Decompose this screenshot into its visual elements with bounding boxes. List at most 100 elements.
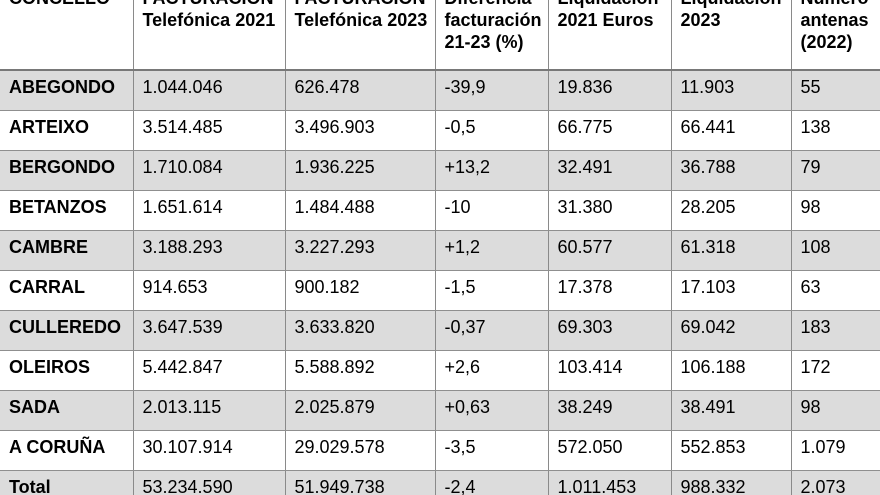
cell-numero-antenas-2022: 2.073 bbox=[790, 470, 880, 495]
cell-liquidacion-2023: 28.205 bbox=[670, 190, 791, 231]
table-header: CONCELLOFACTURACIÓN Telefónica 2021FACTU… bbox=[0, 0, 880, 71]
cell-facturacion-2021: 1.651.614 bbox=[132, 190, 285, 231]
cell-facturacion-2021: 53.234.590 bbox=[132, 470, 285, 495]
cell-facturacion-2023: 3.633.820 bbox=[284, 310, 435, 351]
cell-concello: CULLEREDO bbox=[0, 310, 133, 351]
cell-liquidacion-2023: 66.441 bbox=[670, 110, 791, 151]
cell-diferencia-21-23: -10 bbox=[434, 190, 548, 231]
cell-numero-antenas-2022: 172 bbox=[790, 350, 880, 391]
cell-numero-antenas-2022: 183 bbox=[790, 310, 880, 351]
column-header-diferencia-21-23: Diferencia facturación 21-23 (%) bbox=[434, 0, 548, 71]
cell-diferencia-21-23: -0,37 bbox=[434, 310, 548, 351]
cell-diferencia-21-23: -3,5 bbox=[434, 430, 548, 471]
table-row-sada: SADA 2.013.115 2.025.879 +0,63 38.249 38.491 9… bbox=[0, 390, 880, 431]
cell-concello: SADA bbox=[0, 390, 133, 431]
table-row-carral: CARRAL 914.653 900.182 -1,5 17.378 17.103 63 bbox=[0, 270, 880, 311]
table-row-betanzos: BETANZOS 1.651.614 1.484.488 -10 31.380 28.20… bbox=[0, 190, 880, 231]
table-row-culleredo: CULLEREDO 3.647.539 3.633.820 -0,37 69.303 69… bbox=[0, 310, 880, 351]
header-row: CONCELLOFACTURACIÓN Telefónica 2021FACTU… bbox=[0, 0, 880, 71]
cell-numero-antenas-2022: 1.079 bbox=[790, 430, 880, 471]
cell-numero-antenas-2022: 138 bbox=[790, 110, 880, 151]
cell-facturacion-2023: 2.025.879 bbox=[284, 390, 435, 431]
cell-diferencia-21-23: -2,4 bbox=[434, 470, 548, 495]
cell-liquidacion-2021: 32.491 bbox=[547, 150, 671, 191]
column-header-numero-antenas-2022: Número antenas (2022) bbox=[790, 0, 880, 71]
cell-liquidacion-2023: 69.042 bbox=[670, 310, 791, 351]
cell-facturacion-2021: 3.188.293 bbox=[132, 230, 285, 271]
cell-facturacion-2021: 1.044.046 bbox=[132, 70, 285, 111]
column-header-concello: CONCELLO bbox=[0, 0, 133, 71]
cell-facturacion-2023: 900.182 bbox=[284, 270, 435, 311]
cell-diferencia-21-23: +0,63 bbox=[434, 390, 548, 431]
cell-liquidacion-2023: 61.318 bbox=[670, 230, 791, 271]
table-row-total: Total 53.234.590 51.949.738 -2,4 1.011.453 98… bbox=[0, 470, 880, 495]
table-row-a-coru-a: A CORUÑA 30.107.914 29.029.578 -3,5 572.050 5… bbox=[0, 430, 880, 471]
column-header-facturacion-2023: FACTURACIÓN Telefónica 2023 bbox=[284, 0, 435, 71]
cell-liquidacion-2021: 103.414 bbox=[547, 350, 671, 391]
cell-facturacion-2021: 914.653 bbox=[132, 270, 285, 311]
cell-liquidacion-2023: 38.491 bbox=[670, 390, 791, 431]
cell-liquidacion-2021: 19.836 bbox=[547, 70, 671, 111]
cell-liquidacion-2023: 106.188 bbox=[670, 350, 791, 391]
cell-liquidacion-2021: 69.303 bbox=[547, 310, 671, 351]
cell-concello: Total bbox=[0, 470, 133, 495]
cell-facturacion-2021: 3.514.485 bbox=[132, 110, 285, 151]
cell-concello: CARRAL bbox=[0, 270, 133, 311]
cell-facturacion-2023: 1.484.488 bbox=[284, 190, 435, 231]
cell-diferencia-21-23: +1,2 bbox=[434, 230, 548, 271]
cell-facturacion-2023: 51.949.738 bbox=[284, 470, 435, 495]
cell-liquidacion-2023: 988.332 bbox=[670, 470, 791, 495]
cell-concello: BERGONDO bbox=[0, 150, 133, 191]
cell-liquidacion-2021: 66.775 bbox=[547, 110, 671, 151]
cell-numero-antenas-2022: 108 bbox=[790, 230, 880, 271]
table-row-arteixo: ARTEIXO 3.514.485 3.496.903 -0,5 66.775 66.44… bbox=[0, 110, 880, 151]
cell-liquidacion-2023: 17.103 bbox=[670, 270, 791, 311]
cell-concello: ABEGONDO bbox=[0, 70, 133, 111]
cell-concello: OLEIROS bbox=[0, 350, 133, 391]
cell-facturacion-2023: 3.496.903 bbox=[284, 110, 435, 151]
cell-diferencia-21-23: -1,5 bbox=[434, 270, 548, 311]
column-header-facturacion-2021: FACTURACIÓN Telefónica 2021 bbox=[132, 0, 285, 71]
cell-liquidacion-2021: 38.249 bbox=[547, 390, 671, 431]
table-row-bergondo: BERGONDO 1.710.084 1.936.225 +13,2 32.491 36.… bbox=[0, 150, 880, 191]
column-header-liquidacion-2021: Liquidación 2021 Euros bbox=[547, 0, 671, 71]
cell-numero-antenas-2022: 79 bbox=[790, 150, 880, 191]
column-header-liquidacion-2023: Liquidación 2023 bbox=[670, 0, 791, 71]
cell-facturacion-2023: 626.478 bbox=[284, 70, 435, 111]
cell-diferencia-21-23: +13,2 bbox=[434, 150, 548, 191]
cell-liquidacion-2021: 1.011.453 bbox=[547, 470, 671, 495]
cell-diferencia-21-23: -0,5 bbox=[434, 110, 548, 151]
cell-facturacion-2023: 1.936.225 bbox=[284, 150, 435, 191]
table-body: ABEGONDO 1.044.046 626.478 -39,9 19.836 11.90… bbox=[0, 70, 880, 495]
cell-liquidacion-2023: 36.788 bbox=[670, 150, 791, 191]
cell-facturacion-2023: 5.588.892 bbox=[284, 350, 435, 391]
cell-concello: A CORUÑA bbox=[0, 430, 133, 471]
cell-facturacion-2021: 3.647.539 bbox=[132, 310, 285, 351]
cell-facturacion-2021: 1.710.084 bbox=[132, 150, 285, 191]
cell-liquidacion-2023: 11.903 bbox=[670, 70, 791, 111]
cell-facturacion-2021: 5.442.847 bbox=[132, 350, 285, 391]
cell-numero-antenas-2022: 98 bbox=[790, 190, 880, 231]
cell-liquidacion-2021: 60.577 bbox=[547, 230, 671, 271]
cell-liquidacion-2023: 552.853 bbox=[670, 430, 791, 471]
cell-concello: CAMBRE bbox=[0, 230, 133, 271]
table-row-oleiros: OLEIROS 5.442.847 5.588.892 +2,6 103.414 106.… bbox=[0, 350, 880, 391]
cell-facturacion-2023: 29.029.578 bbox=[284, 430, 435, 471]
cell-liquidacion-2021: 31.380 bbox=[547, 190, 671, 231]
cell-numero-antenas-2022: 55 bbox=[790, 70, 880, 111]
cell-facturacion-2021: 2.013.115 bbox=[132, 390, 285, 431]
table-row-cambre: CAMBRE 3.188.293 3.227.293 +1,2 60.577 61.318… bbox=[0, 230, 880, 271]
cell-diferencia-21-23: -39,9 bbox=[434, 70, 548, 111]
cell-concello: ARTEIXO bbox=[0, 110, 133, 151]
cell-diferencia-21-23: +2,6 bbox=[434, 350, 548, 391]
cell-concello: BETANZOS bbox=[0, 190, 133, 231]
cell-numero-antenas-2022: 98 bbox=[790, 390, 880, 431]
cell-facturacion-2021: 30.107.914 bbox=[132, 430, 285, 471]
table-row-abegondo: ABEGONDO 1.044.046 626.478 -39,9 19.836 11.90… bbox=[0, 70, 880, 111]
cell-numero-antenas-2022: 63 bbox=[790, 270, 880, 311]
cell-liquidacion-2021: 572.050 bbox=[547, 430, 671, 471]
cell-liquidacion-2021: 17.378 bbox=[547, 270, 671, 311]
cell-facturacion-2023: 3.227.293 bbox=[284, 230, 435, 271]
